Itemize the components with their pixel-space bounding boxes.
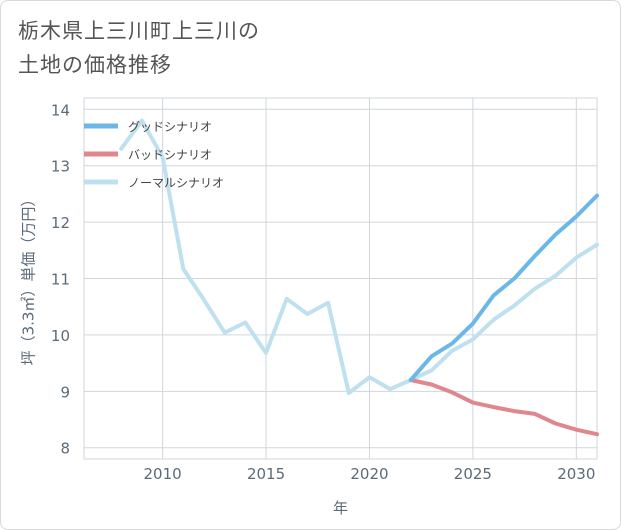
y-tick-label: 8 (60, 440, 70, 458)
axis-ticks: 2010 2015 2020 2025 2030 8 9 10 11 12 13 14 (51, 101, 596, 483)
y-tick-label: 13 (51, 158, 70, 176)
legend-item-good[interactable]: グッドシナリオ (84, 120, 212, 134)
legend-label-normal: ノーマルシナリオ (128, 176, 224, 190)
plot-area-frame (83, 97, 598, 460)
series-line-good[interactable] (408, 193, 599, 382)
grid (84, 98, 597, 459)
chart-title-line2: 土地の価格推移 (18, 53, 172, 77)
x-tick-label: 2025 (454, 465, 492, 483)
y-tick-label: 12 (51, 214, 70, 232)
x-axis-title: 年 (333, 499, 348, 517)
x-tick-label: 2020 (350, 465, 388, 483)
x-tick-label: 2010 (144, 465, 182, 483)
y-axis-title: 坪（3.3㎡）単価（万円） (20, 192, 38, 366)
legend-label-bad: バッドシナリオ (128, 148, 212, 162)
x-tick-label: 2030 (557, 465, 595, 483)
y-tick-label: 11 (51, 271, 70, 289)
x-tick-label: 2015 (247, 465, 285, 483)
y-tick-label: 14 (51, 101, 70, 119)
series-line-bad[interactable] (408, 378, 599, 437)
legend-item-bad[interactable]: バッドシナリオ (84, 148, 212, 162)
legend-item-normal[interactable]: ノーマルシナリオ (84, 176, 224, 190)
y-tick-label: 10 (51, 327, 70, 345)
legend-label-good: グッドシナリオ (128, 120, 212, 134)
series-group (119, 118, 599, 437)
chart-title-line1: 栃木県上三川町上三川の (18, 19, 260, 43)
legend: グッドシナリオ バッドシナリオ ノーマルシナリオ (84, 120, 224, 190)
y-tick-label: 9 (60, 383, 70, 401)
chart-title: 栃木県上三川町上三川の 土地の価格推移 (18, 14, 260, 82)
series-line-normal[interactable] (119, 118, 599, 395)
